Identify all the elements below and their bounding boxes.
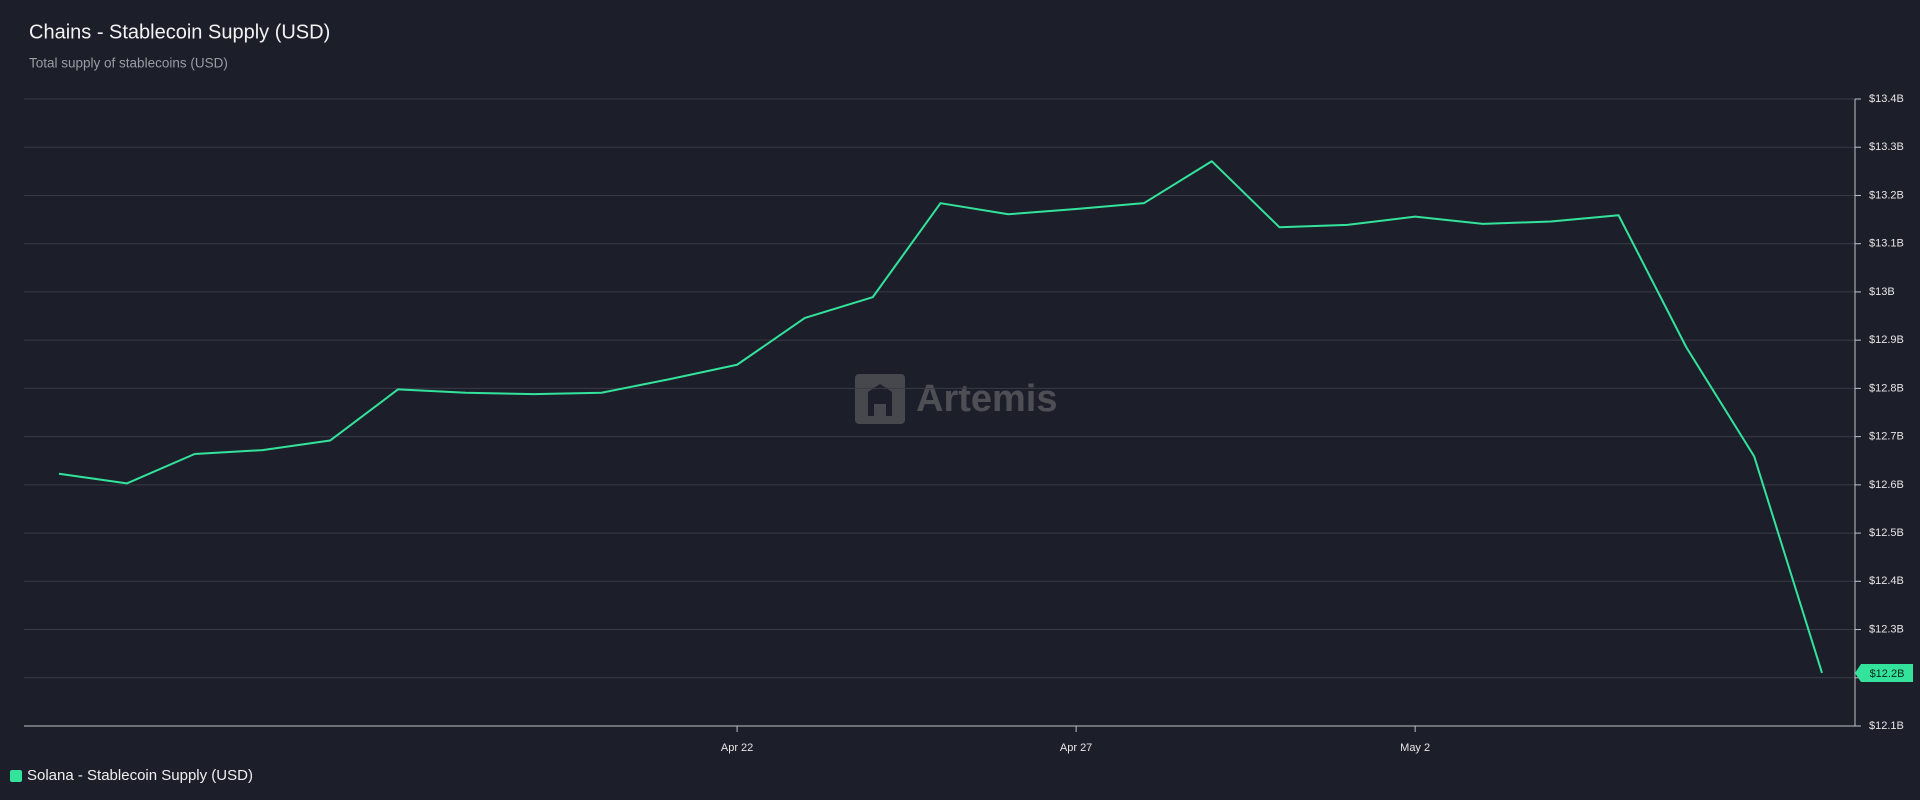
y-tick-label: $13.2B — [1869, 189, 1904, 201]
y-tick-label: $13B — [1869, 286, 1895, 298]
watermark: Artemis — [855, 374, 1058, 424]
watermark-text: Artemis — [916, 378, 1058, 420]
last-value-label: $12.2B — [1870, 668, 1905, 680]
x-tick-label: Apr 22 — [721, 742, 753, 754]
chart-subtitle: Total supply of stablecoins (USD) — [29, 56, 228, 71]
y-tick-label: $12.4B — [1869, 575, 1904, 587]
y-tick-label: $12.3B — [1869, 623, 1904, 635]
x-tick-label: May 2 — [1400, 742, 1430, 754]
watermark-logo-glyph — [868, 384, 892, 416]
chart-title: Chains - Stablecoin Supply (USD) — [29, 21, 330, 43]
y-tick-label: $12.8B — [1869, 382, 1904, 394]
y-tick-label: $13.3B — [1869, 141, 1904, 153]
y-tick-label: $13.4B — [1869, 93, 1904, 105]
legend-swatch — [10, 770, 22, 782]
series-line — [58, 160, 1823, 674]
y-tick-label: $12.7B — [1869, 431, 1904, 443]
x-tick-label: Apr 27 — [1060, 742, 1092, 754]
y-tick-label: $12.9B — [1869, 334, 1904, 346]
y-tick-label: $12.6B — [1869, 479, 1904, 491]
y-tick-label: $13.1B — [1869, 238, 1904, 250]
watermark-logo — [855, 374, 905, 424]
y-tick-label: $12.1B — [1869, 720, 1904, 732]
legend-label: Solana - Stablecoin Supply (USD) — [27, 767, 253, 784]
y-tick-label: $12.5B — [1869, 527, 1904, 539]
last-value-badge — [1855, 663, 1913, 682]
